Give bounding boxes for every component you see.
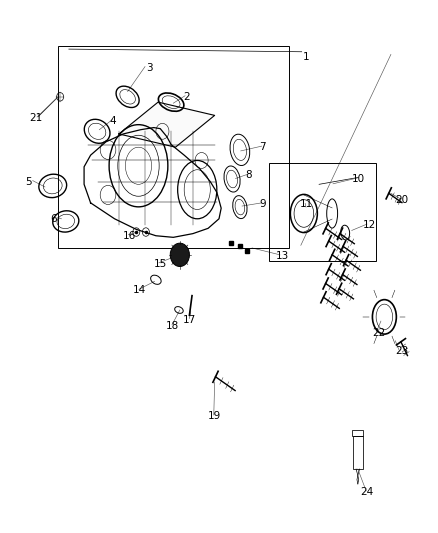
Text: 23: 23 xyxy=(395,346,408,357)
Bar xyxy=(269,163,376,261)
Bar xyxy=(353,436,363,469)
Text: 7: 7 xyxy=(259,142,266,152)
Polygon shape xyxy=(119,102,215,147)
Text: 10: 10 xyxy=(352,174,365,184)
Text: 24: 24 xyxy=(360,487,374,497)
Text: 17: 17 xyxy=(183,314,196,325)
Text: 9: 9 xyxy=(259,199,266,209)
Bar xyxy=(58,46,289,248)
Circle shape xyxy=(170,243,189,266)
Text: 12: 12 xyxy=(363,220,376,230)
Text: 16: 16 xyxy=(123,231,136,241)
Text: 15: 15 xyxy=(154,259,167,269)
Bar xyxy=(352,430,364,436)
Text: 14: 14 xyxy=(133,285,146,295)
Text: 11: 11 xyxy=(300,199,313,209)
Text: 2: 2 xyxy=(183,92,190,102)
Text: 5: 5 xyxy=(25,176,32,187)
Text: 8: 8 xyxy=(245,171,252,180)
Text: 20: 20 xyxy=(395,195,408,205)
Text: 21: 21 xyxy=(30,113,43,123)
Text: 18: 18 xyxy=(166,321,179,331)
Text: 13: 13 xyxy=(276,251,289,261)
Text: 4: 4 xyxy=(109,116,116,126)
Text: 22: 22 xyxy=(373,328,386,338)
Text: 19: 19 xyxy=(208,411,221,421)
Text: 3: 3 xyxy=(146,63,153,72)
Text: 1: 1 xyxy=(303,52,309,62)
Text: 6: 6 xyxy=(50,214,57,224)
